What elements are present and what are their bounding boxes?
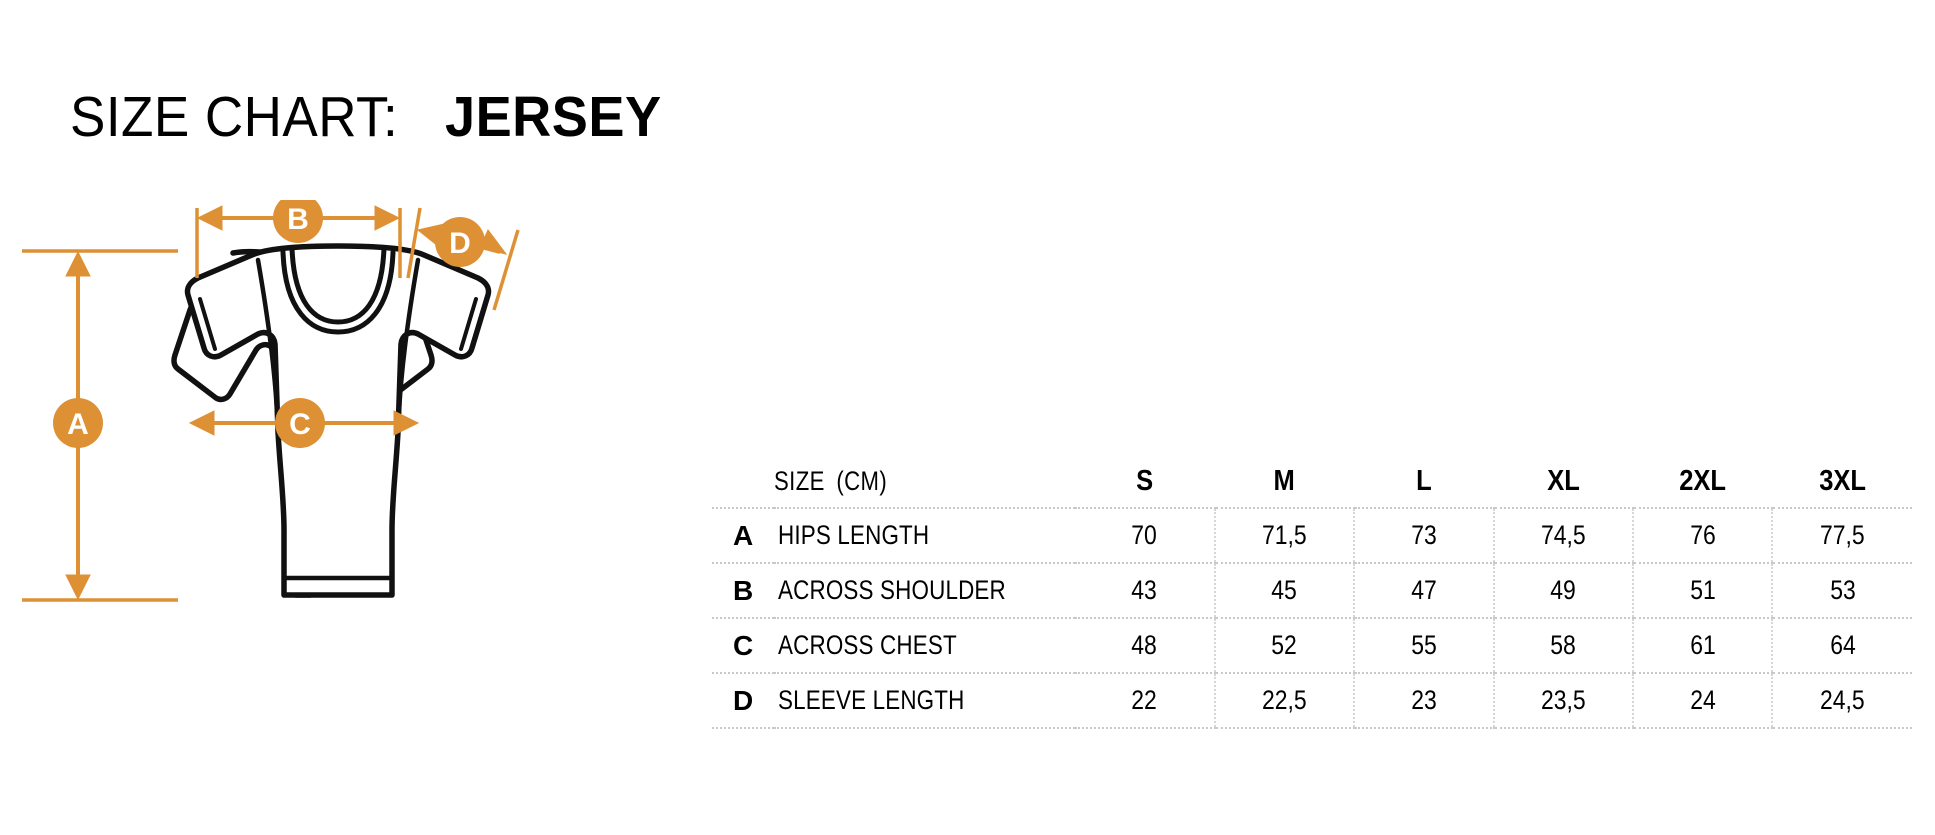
table-row: D SLEEVE LENGTH 22 22,5 23 23,5 24 24,5 [712, 672, 1912, 729]
row-value-l: 23 [1353, 672, 1494, 729]
badge-b[interactable]: B [273, 193, 323, 243]
page-title: SIZE CHART: JERSEY [70, 84, 673, 150]
row-value-xl: 49 [1492, 562, 1634, 619]
measurement-badges: A B C D [53, 193, 485, 448]
row-label: HIPS LENGTH [774, 507, 1076, 564]
row-label: SLEEVE LENGTH [774, 672, 1076, 729]
badge-a[interactable]: A [53, 398, 103, 448]
measure-c-arrow-left [188, 410, 215, 436]
measure-d-tick-left [406, 207, 422, 279]
page-title-main: JERSEY [444, 85, 662, 149]
table-row: C ACROSS CHEST 48 52 55 58 61 64 [712, 617, 1912, 674]
row-value-l: 47 [1353, 562, 1494, 619]
row-letter: D [712, 672, 775, 729]
row-value-3xl: 53 [1771, 562, 1912, 619]
row-letter: B [712, 562, 775, 619]
badge-d[interactable]: D [435, 217, 485, 267]
size-chart-table: SIZE (CM) S M L XL 2XL 3XL A HIPS LENGTH… [712, 455, 1912, 729]
row-value-3xl: 77,5 [1771, 507, 1912, 564]
tshirt-sleeve-cuffs [198, 297, 478, 351]
measure-a [22, 249, 178, 602]
measure-a-arrow-down [65, 574, 91, 601]
header-col-m: M [1273, 464, 1296, 497]
header-col-2xl: 2XL [1679, 464, 1727, 497]
tshirt-sleeve-seams [255, 257, 421, 435]
measure-d-tick-right [492, 229, 520, 311]
row-value-xl: 74,5 [1492, 507, 1634, 564]
header-col-s: S [1136, 464, 1154, 497]
row-value-s: 70 [1075, 507, 1215, 564]
row-value-xl: 23,5 [1492, 672, 1634, 729]
row-label: ACROSS SHOULDER [774, 562, 1076, 619]
page-title-prefix: SIZE CHART: [70, 85, 399, 149]
badge-c-label: C [289, 408, 311, 441]
row-value-s: 48 [1075, 617, 1215, 674]
row-value-l: 73 [1353, 507, 1494, 564]
row-letter: C [712, 617, 775, 674]
row-letter: A [712, 507, 775, 564]
row-value-m: 22,5 [1213, 672, 1355, 729]
table-row: B ACROSS SHOULDER 43 45 47 49 51 53 [712, 562, 1912, 619]
measure-c-arrow-right [393, 410, 420, 436]
tshirt-body [184, 243, 492, 598]
table-row: A HIPS LENGTH 70 71,5 73 74,5 76 77,5 [712, 507, 1912, 564]
row-value-m: 45 [1213, 562, 1355, 619]
tshirt-collar [280, 245, 396, 335]
tshirt-diagram: A B C D [0, 193, 680, 780]
row-value-3xl: 64 [1771, 617, 1912, 674]
row-value-s: 43 [1075, 562, 1215, 619]
row-value-l: 55 [1353, 617, 1494, 674]
row-label: ACROSS CHEST [774, 617, 1076, 674]
badge-d-label: D [449, 227, 471, 260]
badge-a-label: A [67, 408, 89, 441]
header-col-xl: XL [1546, 464, 1580, 497]
measure-a-arrow-up [65, 250, 91, 277]
header-col-l: L [1416, 464, 1432, 497]
tshirt-diagram-svg: A B C D [22, 193, 520, 602]
row-value-2xl: 24 [1632, 672, 1773, 729]
measurements-table: SIZE (CM) S M L XL 2XL 3XL A HIPS LENGTH… [712, 455, 1912, 729]
table-header-row: SIZE (CM) S M L XL 2XL 3XL [712, 455, 1912, 508]
badge-c[interactable]: C [275, 398, 325, 448]
row-value-s: 22 [1075, 672, 1215, 729]
measure-b-arrow-right [374, 205, 401, 231]
row-value-2xl: 61 [1632, 617, 1773, 674]
row-value-m: 52 [1213, 617, 1355, 674]
header-spacer [712, 455, 774, 508]
row-value-2xl: 76 [1632, 507, 1773, 564]
measure-b-arrow-left [196, 205, 223, 231]
row-value-2xl: 51 [1632, 562, 1773, 619]
row-value-m: 71,5 [1213, 507, 1355, 564]
row-value-xl: 58 [1492, 617, 1634, 674]
header-col-3xl: 3XL [1818, 464, 1866, 497]
badge-b-label: B [287, 203, 309, 236]
row-value-3xl: 24,5 [1771, 672, 1912, 729]
header-size-cm: SIZE (CM) [774, 465, 888, 496]
